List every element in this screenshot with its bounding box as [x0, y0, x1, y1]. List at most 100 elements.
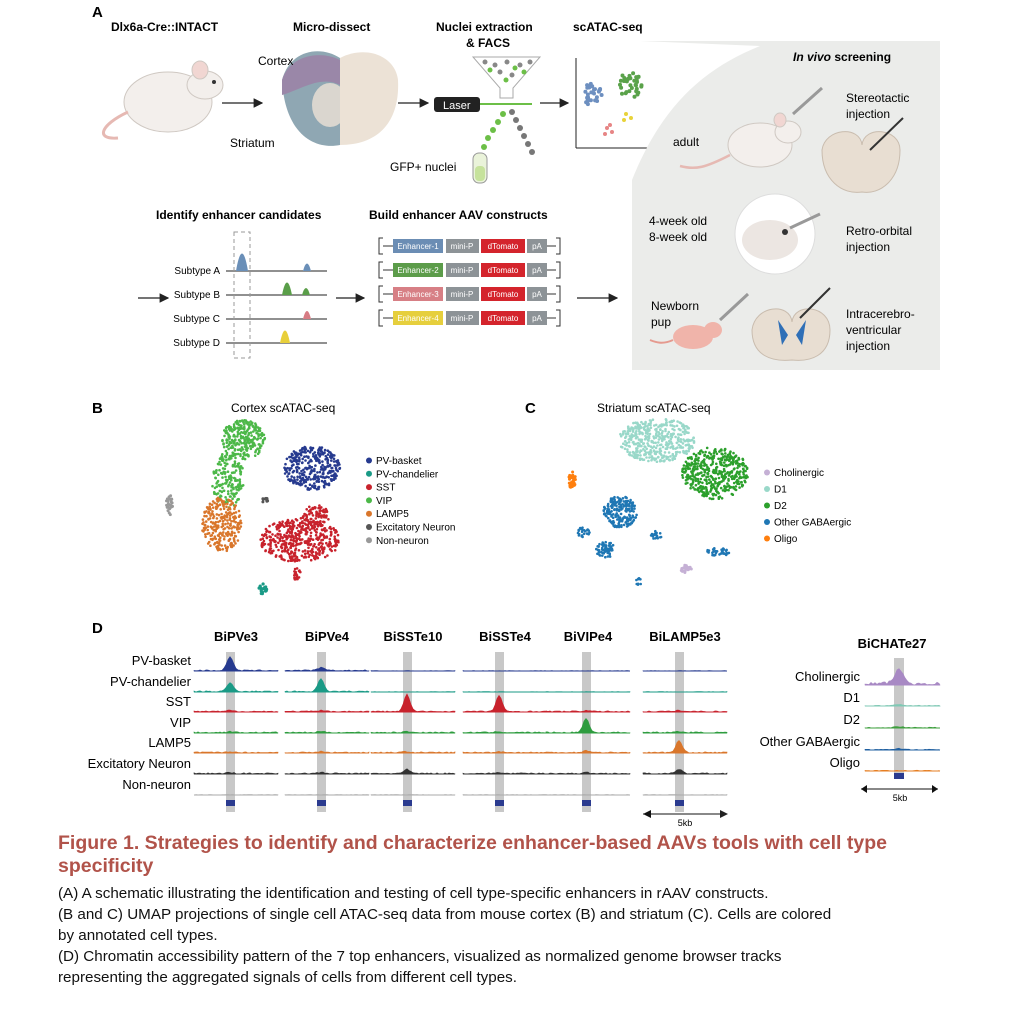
legend-swatch: [764, 519, 770, 525]
enhancer-name: BiSSTe4: [479, 629, 532, 644]
enhancer-label: Enhancer-1: [397, 242, 439, 251]
legend-swatch: [764, 486, 770, 492]
enhancer-name: BiLAMP5e3: [649, 629, 721, 644]
panel-c-label: C: [525, 400, 536, 417]
laser-label: Laser: [443, 100, 471, 112]
nuclei-label-2: & FACS: [466, 36, 510, 50]
track-row-label: Non-neuron: [122, 777, 191, 792]
brain-section-icon: [282, 51, 399, 146]
track-row-label: Excitatory Neuron: [88, 756, 191, 771]
newborn-label-2: pup: [651, 315, 671, 329]
subtype-b-label: Subtype B: [174, 290, 220, 301]
legend-label: SST: [376, 483, 395, 494]
enhancer-label: Enhancer-3: [397, 290, 439, 299]
enhancer-name: BiPVe3: [214, 629, 258, 644]
legend-swatch: [366, 524, 372, 530]
panel-d-label: D: [92, 620, 103, 637]
microdissect-label: Micro-dissect: [293, 20, 370, 34]
enhancer-name: BiPVe4: [305, 629, 350, 644]
dtomato-label: dTomato: [488, 266, 519, 275]
caption-bc-line-2: by annotated cell types.: [58, 927, 218, 944]
legend-swatch: [366, 484, 372, 491]
chat-row-label: D2: [843, 712, 860, 727]
minip-label: mini-P: [451, 290, 474, 299]
caption-a: (A) A schematic illustrating the identif…: [58, 885, 769, 902]
striatum-umap: [567, 418, 749, 586]
legend-label: Non-neuron: [376, 536, 429, 547]
panel-c-title: Striatum scATAC-seq: [597, 401, 711, 415]
icv-label-3: injection: [846, 339, 890, 353]
retro-label-1: Retro-orbital: [846, 224, 912, 238]
mouse-icon: [102, 60, 224, 140]
signal-track: [370, 693, 456, 713]
retro-orbital-icon: [734, 193, 821, 275]
panel-b-label: B: [92, 400, 103, 417]
panel-d: D BiPVe3 BiPVe4 BiSSTe10 BiSSTe4 BiVIPe4 BiLA…: [88, 620, 941, 826]
track-row-label: PV-chandelier: [110, 674, 192, 689]
stereotactic-brain-icon: [821, 117, 904, 193]
mini-cluster-plot: [575, 58, 664, 149]
figure-1: A Dlx6a-Cre::INTACT Micro-dissect Nuclei…: [88, 4, 941, 826]
legend-swatch: [366, 537, 372, 544]
dtomato-label: dTomato: [488, 242, 519, 251]
signal-track: [642, 740, 728, 754]
enhancer-bar: [582, 800, 591, 806]
minip-label: mini-P: [451, 242, 474, 251]
in-vivo-panel: In vivo screening adult Stereotactic inj…: [632, 41, 940, 370]
legend-label: LAMP5: [376, 509, 409, 520]
caption-bc-line-1: (B and C) UMAP projections of single cel…: [58, 906, 832, 923]
pa-label: pA: [532, 314, 542, 323]
enhancer-bar: [226, 800, 235, 806]
newborn-pup-icon: [649, 292, 750, 349]
chat-enhancer-name: BiCHATe27: [858, 636, 927, 651]
panel-b-title: Cortex scATAC-seq: [231, 401, 335, 415]
legend-label: D1: [774, 485, 787, 496]
pa-label: pA: [532, 242, 542, 251]
legend-swatch: [366, 510, 372, 517]
facs-funnel-icon: Laser: [434, 56, 542, 184]
track-row-label: LAMP5: [148, 735, 191, 750]
icv-label-2: ventricular: [846, 323, 901, 337]
signal-track: [370, 768, 456, 775]
enhancer-label: Enhancer-4: [397, 314, 439, 323]
nuclei-label-1: Nuclei extraction: [436, 20, 533, 34]
caption-bc: (B and C) UMAP projections of single cel…: [58, 904, 951, 946]
signal-track: [642, 769, 728, 775]
stereotactic-label-2: injection: [846, 107, 890, 121]
legend-swatch: [764, 502, 770, 509]
mouse-line-label: Dlx6a-Cre::INTACT: [111, 20, 219, 34]
signal-track: [284, 666, 370, 672]
aav-constructs: Enhancer-1 mini-P dTomato pA Enhancer-2 mini-…: [378, 237, 561, 327]
identify-label: Identify enhancer candidates: [156, 208, 322, 222]
subtype-a-label: Subtype A: [174, 266, 220, 277]
enhancer-bar: [495, 800, 504, 806]
legend-label: D2: [774, 501, 787, 512]
enhancer-name: BiVIPe4: [564, 629, 613, 644]
subtype-c-label: Subtype C: [173, 314, 220, 325]
genome-tracks: BiPVe3 BiPVe4 BiSSTe10 BiSSTe4 BiVIPe4 BiLAMP…: [88, 629, 728, 826]
legend-label: Cholinergic: [774, 468, 824, 479]
pa-label: pA: [532, 290, 542, 299]
stereotactic-label-1: Stereotactic: [846, 91, 909, 105]
retro-label-2: injection: [846, 240, 890, 254]
week8-label: 8-week old: [649, 230, 707, 244]
minip-label: mini-P: [451, 266, 474, 275]
panel-b: B Cortex scATAC-seq PV-basket PV-chandeli…: [92, 400, 455, 596]
signal-track: [193, 656, 279, 672]
cortex-umap: [165, 419, 342, 596]
panel-a-label: A: [92, 4, 103, 21]
track-row-label: SST: [166, 694, 191, 709]
caption-title: Figure 1. Strategies to identify and cha…: [58, 832, 951, 878]
legend-label: PV-chandelier: [376, 469, 439, 480]
chat-signal-track: [864, 704, 941, 707]
chat-row-label: Cholinergic: [795, 669, 861, 684]
legend-swatch: [764, 535, 770, 542]
week4-label: 4-week old: [649, 214, 707, 228]
legend-label: Other GABAergic: [774, 518, 851, 529]
enhancer-bar: [675, 800, 684, 806]
gfp-nuclei-label: GFP+ nuclei: [390, 160, 456, 174]
peak-tracks: Subtype A Subtype B Subtype C Subtype D: [173, 231, 327, 359]
caption-title-line-2: specificity: [58, 855, 154, 877]
cortex-label: Cortex: [258, 54, 293, 68]
minip-label: mini-P: [451, 314, 474, 323]
